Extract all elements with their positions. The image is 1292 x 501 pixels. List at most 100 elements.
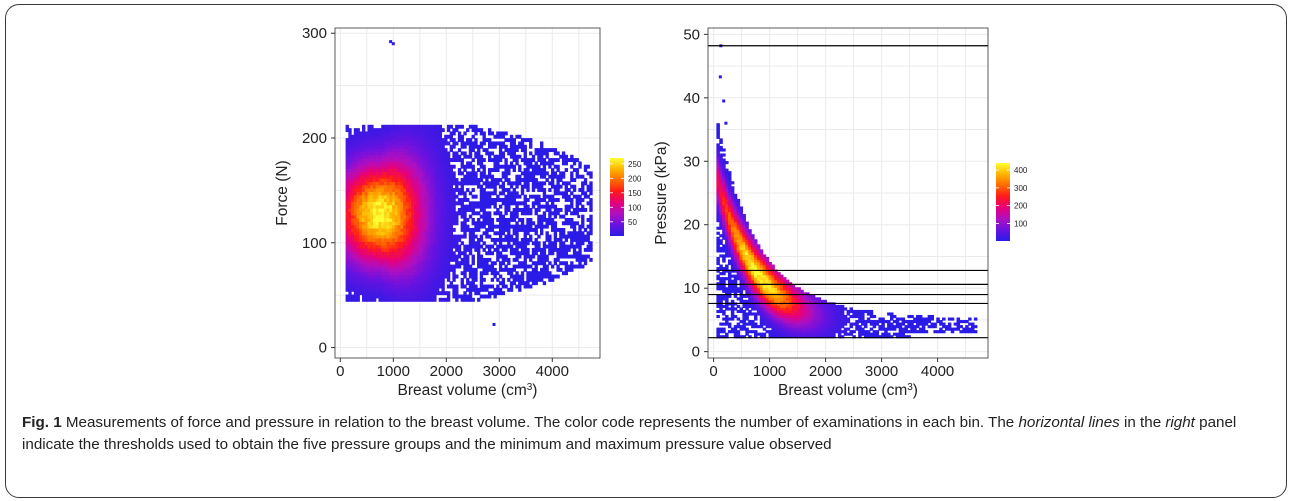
- density-cell: [570, 241, 574, 246]
- density-cell: [471, 181, 475, 186]
- density-cell: [782, 322, 787, 326]
- density-cell: [559, 227, 563, 232]
- density-cell: [518, 284, 522, 289]
- density-cell: [878, 325, 882, 329]
- density-cell: [523, 267, 527, 272]
- density-cell: [534, 224, 538, 229]
- density-cell: [745, 256, 749, 261]
- density-cell: [501, 171, 506, 176]
- density-cell: [578, 188, 582, 192]
- density-cell: [435, 188, 440, 192]
- density-cell: [570, 198, 574, 202]
- density-cell: [389, 124, 393, 129]
- density-cell: [843, 307, 848, 311]
- density-cell: [457, 158, 462, 163]
- density-cell: [471, 217, 475, 222]
- density-cell: [463, 168, 467, 173]
- density-cell: [531, 227, 536, 232]
- density-cell: [722, 201, 726, 205]
- density-cell: [496, 287, 500, 292]
- density-cell: [754, 246, 758, 250]
- density-cell: [780, 287, 784, 291]
- density-cell: [531, 158, 536, 163]
- density-cell: [748, 229, 752, 233]
- density-cell: [768, 287, 772, 291]
- density-cell: [578, 251, 582, 256]
- density-cell: [389, 171, 393, 176]
- density-cell: [739, 208, 744, 213]
- density-cell: [863, 325, 868, 329]
- density-cell: [733, 287, 738, 291]
- density-cell: [394, 148, 399, 153]
- density-cell: [733, 236, 738, 240]
- density-cell: [375, 194, 380, 199]
- density-cell: [730, 267, 735, 271]
- density-cell: [545, 161, 549, 166]
- density-cell: [452, 138, 456, 143]
- density-cell: [545, 244, 549, 249]
- density-cell: [493, 294, 497, 299]
- density-cell: [751, 274, 755, 278]
- density-cell: [578, 257, 582, 262]
- density-cell: [858, 327, 862, 331]
- density-cell: [348, 224, 352, 229]
- density-cell: [441, 201, 445, 206]
- density-cell: [878, 320, 882, 324]
- density-cell: [430, 181, 434, 186]
- density-cell: [408, 264, 412, 269]
- density-cell: [444, 151, 448, 156]
- density-cell: [430, 161, 434, 166]
- density-cell: [759, 307, 764, 311]
- density-cell: [782, 304, 787, 309]
- density-cell: [430, 227, 434, 232]
- density-cell: [425, 131, 429, 136]
- density-cell: [725, 201, 729, 205]
- density-cell: [351, 178, 355, 182]
- density-cell: [542, 257, 547, 262]
- density-cell: [455, 264, 459, 269]
- density-cell: [392, 294, 396, 299]
- density-cell: [542, 168, 547, 173]
- density-cell: [441, 144, 445, 149]
- density-cell: [378, 208, 382, 212]
- density-cell: [496, 271, 500, 276]
- density-cell: [471, 231, 475, 236]
- density-cell: [589, 217, 593, 222]
- density-cell: [427, 144, 432, 149]
- density-cell: [353, 221, 358, 226]
- density-cell: [550, 161, 555, 166]
- density-cell: [378, 231, 382, 236]
- density-cell: [748, 264, 752, 268]
- density-cell: [520, 274, 525, 279]
- density-cell: [403, 254, 407, 259]
- density-cell: [364, 184, 369, 189]
- density-cell: [362, 221, 366, 226]
- density-cell: [408, 128, 412, 133]
- density-cell: [509, 134, 514, 139]
- density-cell: [507, 138, 511, 143]
- density-cell: [727, 269, 732, 273]
- density-cell: [725, 173, 729, 177]
- density-cell: [540, 188, 544, 192]
- density-cell: [782, 320, 787, 324]
- density-cell: [780, 332, 784, 336]
- density-cell: [898, 335, 903, 339]
- density-cell: [553, 237, 558, 242]
- density-cell: [367, 174, 371, 179]
- density-cell: [782, 330, 787, 334]
- density-cell: [725, 198, 729, 203]
- density-cell: [468, 161, 473, 166]
- density-cell: [435, 171, 440, 176]
- density-cell: [759, 292, 764, 296]
- density-cell: [852, 330, 856, 334]
- density-cell: [394, 174, 399, 179]
- density-cell: [411, 294, 415, 299]
- density-cell: [716, 178, 720, 182]
- density-cell: [397, 151, 401, 156]
- density-cell: [553, 211, 558, 216]
- density-cell: [403, 154, 407, 159]
- density-cell: [811, 327, 816, 331]
- density-cell: [716, 269, 720, 273]
- density-cell: [567, 264, 571, 269]
- density-cell: [359, 227, 363, 232]
